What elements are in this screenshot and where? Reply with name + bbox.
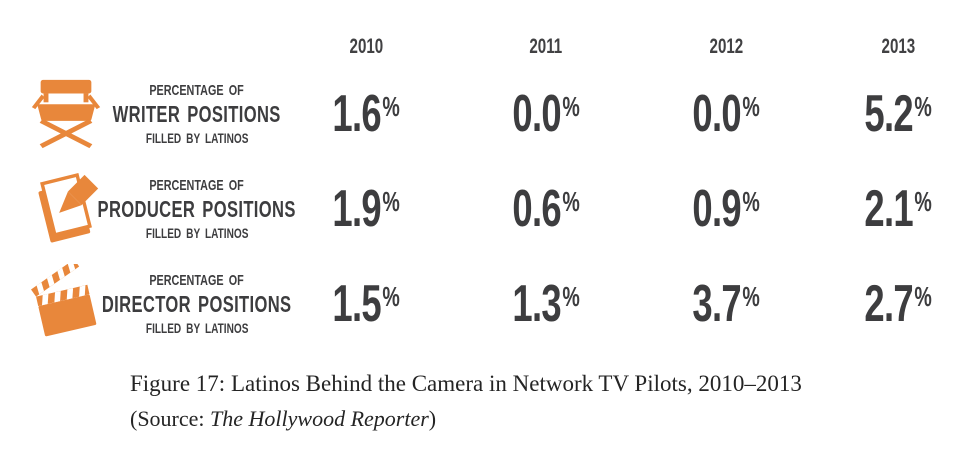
percent-sign: % xyxy=(382,90,400,122)
label-bottom: FILLED BY LATINOS xyxy=(145,224,249,241)
percent-sign: % xyxy=(914,280,932,312)
figure-source: (Source: The Hollywood Reporter) xyxy=(130,406,802,432)
percent-sign: % xyxy=(914,90,932,122)
percent-sign: % xyxy=(914,185,932,217)
value-producers-2010: 1.9% xyxy=(332,179,400,238)
figure-caption: Figure 17: Latinos Behind the Camera in … xyxy=(130,371,802,432)
label-top: PERCENTAGE OF xyxy=(149,176,245,194)
column-header-2011: 2011 xyxy=(529,35,563,58)
source-name: The Hollywood Reporter xyxy=(210,406,429,431)
label-top: PERCENTAGE OF xyxy=(149,271,245,289)
column-header-2013: 2013 xyxy=(881,35,915,58)
directors-chair-icon xyxy=(31,79,101,148)
value-producers-2011: 0.6% xyxy=(512,179,580,238)
percent-sign: % xyxy=(562,90,580,122)
percent-sign: % xyxy=(742,185,760,217)
percent-sign: % xyxy=(562,185,580,217)
label-main: WRITER POSITIONS xyxy=(112,100,282,127)
value-producers-2012: 0.9% xyxy=(692,179,760,238)
value-writers-2012: 0.0% xyxy=(692,84,760,143)
value-producers-2013: 2.1% xyxy=(864,179,932,238)
label-main: PRODUCER POSITIONS xyxy=(97,195,297,222)
source-prefix: (Source: xyxy=(130,406,211,431)
header-spacer-label-col xyxy=(118,0,276,66)
percent-sign: % xyxy=(742,280,760,312)
row-label-directors: PERCENTAGE OF DIRECTOR POSITIONS FILLED … xyxy=(102,256,291,351)
label-main: DIRECTOR POSITIONS xyxy=(102,290,292,317)
percent-sign: % xyxy=(382,280,400,312)
value-writers-2010: 1.6% xyxy=(332,84,400,143)
percent-sign: % xyxy=(742,90,760,122)
label-bottom: FILLED BY LATINOS xyxy=(145,129,249,146)
figure-title: Figure 17: Latinos Behind the Camera in … xyxy=(130,371,802,396)
value-writers-2011: 0.0% xyxy=(512,84,580,143)
column-header-2010: 2010 xyxy=(349,35,383,58)
header-spacer-icon-col xyxy=(0,0,118,66)
label-bottom: FILLED BY LATINOS xyxy=(145,319,249,336)
row-writers xyxy=(0,66,118,161)
value-directors-2013: 2.7% xyxy=(864,274,932,333)
source-suffix: ) xyxy=(428,406,437,431)
row-producers xyxy=(0,161,118,256)
row-directors xyxy=(0,256,118,351)
value-directors-2012: 3.7% xyxy=(692,274,760,333)
row-label-producers: PERCENTAGE OF PRODUCER POSITIONS FILLED … xyxy=(98,161,296,256)
clapperboard-icon xyxy=(31,263,97,336)
percent-sign: % xyxy=(382,185,400,217)
data-table: 2010 2011 2012 2013 PERCENTAGE OF WRITER… xyxy=(0,0,932,351)
value-writers-2013: 5.2% xyxy=(864,84,932,143)
column-header-2012: 2012 xyxy=(709,35,743,58)
label-top: PERCENTAGE OF xyxy=(149,81,245,99)
value-directors-2011: 1.3% xyxy=(512,274,580,333)
value-directors-2010: 1.5% xyxy=(332,274,400,333)
notepad-pencil-icon xyxy=(38,172,99,242)
row-label-writers: PERCENTAGE OF WRITER POSITIONS FILLED BY… xyxy=(113,66,281,161)
percent-sign: % xyxy=(562,280,580,312)
